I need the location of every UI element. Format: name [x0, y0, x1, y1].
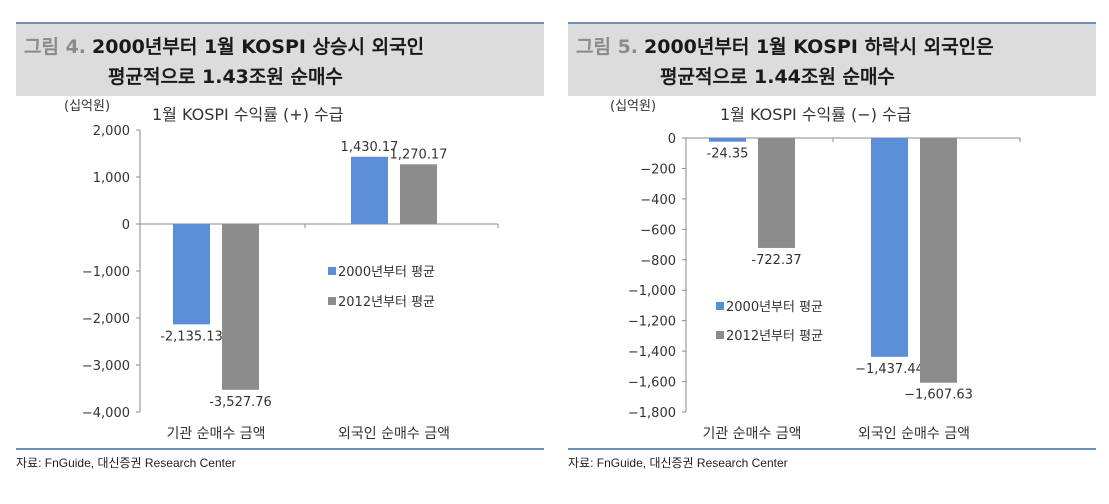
legend-label: 2000년부터 평균 — [338, 265, 435, 280]
figure-title-line2: 평균적으로 1.44조원 순매수 — [660, 66, 895, 88]
source-note: 자료: FnGuide, 대신증권 Research Center — [568, 448, 1096, 471]
y-tick-label: −4,000 — [82, 406, 130, 421]
x-tick-label: 기관 순매수 금액 — [166, 426, 265, 442]
y-tick-label: 2,000 — [93, 124, 130, 139]
figure-5: 그림 5. 2000년부터 1월 KOSPI 하락시 외국인은 평균적으로 1.4… — [568, 0, 1096, 504]
figure-title: 2000년부터 1월 KOSPI 상승시 외국인 — [92, 36, 425, 58]
figure-title-line2: 평균적으로 1.43조원 순매수 — [108, 66, 343, 88]
bar — [920, 138, 957, 383]
header-rule — [16, 22, 544, 24]
data-label: -24.35 — [707, 147, 749, 162]
data-label: -3,527.76 — [209, 395, 272, 410]
title-box — [16, 24, 544, 96]
y-unit-label: (십억원) — [64, 99, 110, 114]
figure-number: 그림 4. — [24, 36, 87, 58]
data-label: −1,437.44 — [855, 362, 924, 377]
x-tick-label: 외국인 순매수 금액 — [858, 426, 970, 442]
bar — [173, 224, 210, 325]
y-tick-label: −2,000 — [82, 312, 130, 327]
chart-title: 1월 KOSPI 수익률 (+) 수급 — [152, 105, 343, 124]
bar — [400, 164, 437, 224]
bar-chart: (십억원) 1월 KOSPI 수익률 (+) 수급 2,000 1,000 0 −1,00… — [64, 99, 499, 442]
figure-title-line1: 그림 5. 2000년부터 1월 KOSPI 하락시 외국인은 — [576, 32, 994, 59]
y-tick-label: −800 — [640, 254, 676, 269]
figure-number: 그림 5. — [576, 36, 639, 58]
y-tick-label: −200 — [640, 162, 676, 177]
bar — [871, 138, 908, 357]
header-rule — [568, 22, 1096, 24]
bar — [709, 138, 746, 142]
legend-swatch — [716, 331, 724, 339]
figure-title-line1: 그림 4. 2000년부터 1월 KOSPI 상승시 외국인 — [24, 32, 424, 59]
y-tick-label: −400 — [640, 193, 676, 208]
x-tick-label: 외국인 순매수 금액 — [338, 426, 450, 442]
bar-chart: (십억원) 1월 KOSPI 수익률 (−) 수급 0 −200 −400 −600 −80… — [610, 99, 1021, 442]
bar — [222, 224, 259, 390]
y-unit-label: (십억원) — [610, 99, 656, 114]
chart-title: 1월 KOSPI 수익률 (−) 수급 — [720, 105, 911, 124]
data-label: −1,607.63 — [904, 388, 973, 403]
x-tick-label: 기관 순매수 금액 — [702, 426, 801, 442]
legend-swatch — [328, 297, 336, 305]
figure-title: 2000년부터 1월 KOSPI 하락시 외국인은 — [644, 36, 994, 58]
figure-4: 그림 4. 2000년부터 1월 KOSPI 상승시 외국인 평균적으로 1.43… — [16, 0, 544, 504]
bar — [758, 138, 795, 248]
title-box — [568, 24, 1096, 96]
legend-swatch — [328, 267, 336, 275]
data-label: 1,430.17 — [341, 140, 399, 155]
legend-swatch — [716, 302, 724, 310]
y-tick-label: −1,800 — [628, 406, 676, 421]
y-tick-label: 0 — [122, 218, 130, 233]
y-tick-label: −1,400 — [628, 345, 676, 360]
y-tick-label: −1,000 — [628, 284, 676, 299]
y-tick-label: 0 — [668, 132, 676, 147]
y-tick-label: −3,000 — [82, 359, 130, 374]
data-label: 1,270.17 — [390, 147, 448, 162]
y-tick-label: −1,600 — [628, 376, 676, 391]
data-label: -722.37 — [751, 253, 801, 268]
y-tick-label: −600 — [640, 223, 676, 238]
legend-label: 2012년부터 평균 — [338, 295, 435, 310]
y-tick-label: 1,000 — [93, 171, 130, 186]
data-label: -2,135.13 — [160, 329, 223, 344]
bar — [351, 156, 388, 224]
source-note: 자료: FnGuide, 대신증권 Research Center — [16, 448, 544, 471]
legend-label: 2012년부터 평균 — [726, 329, 823, 344]
y-tick-label: −1,200 — [628, 315, 676, 330]
y-tick-label: −1,000 — [82, 265, 130, 280]
legend-label: 2000년부터 평균 — [726, 300, 823, 315]
